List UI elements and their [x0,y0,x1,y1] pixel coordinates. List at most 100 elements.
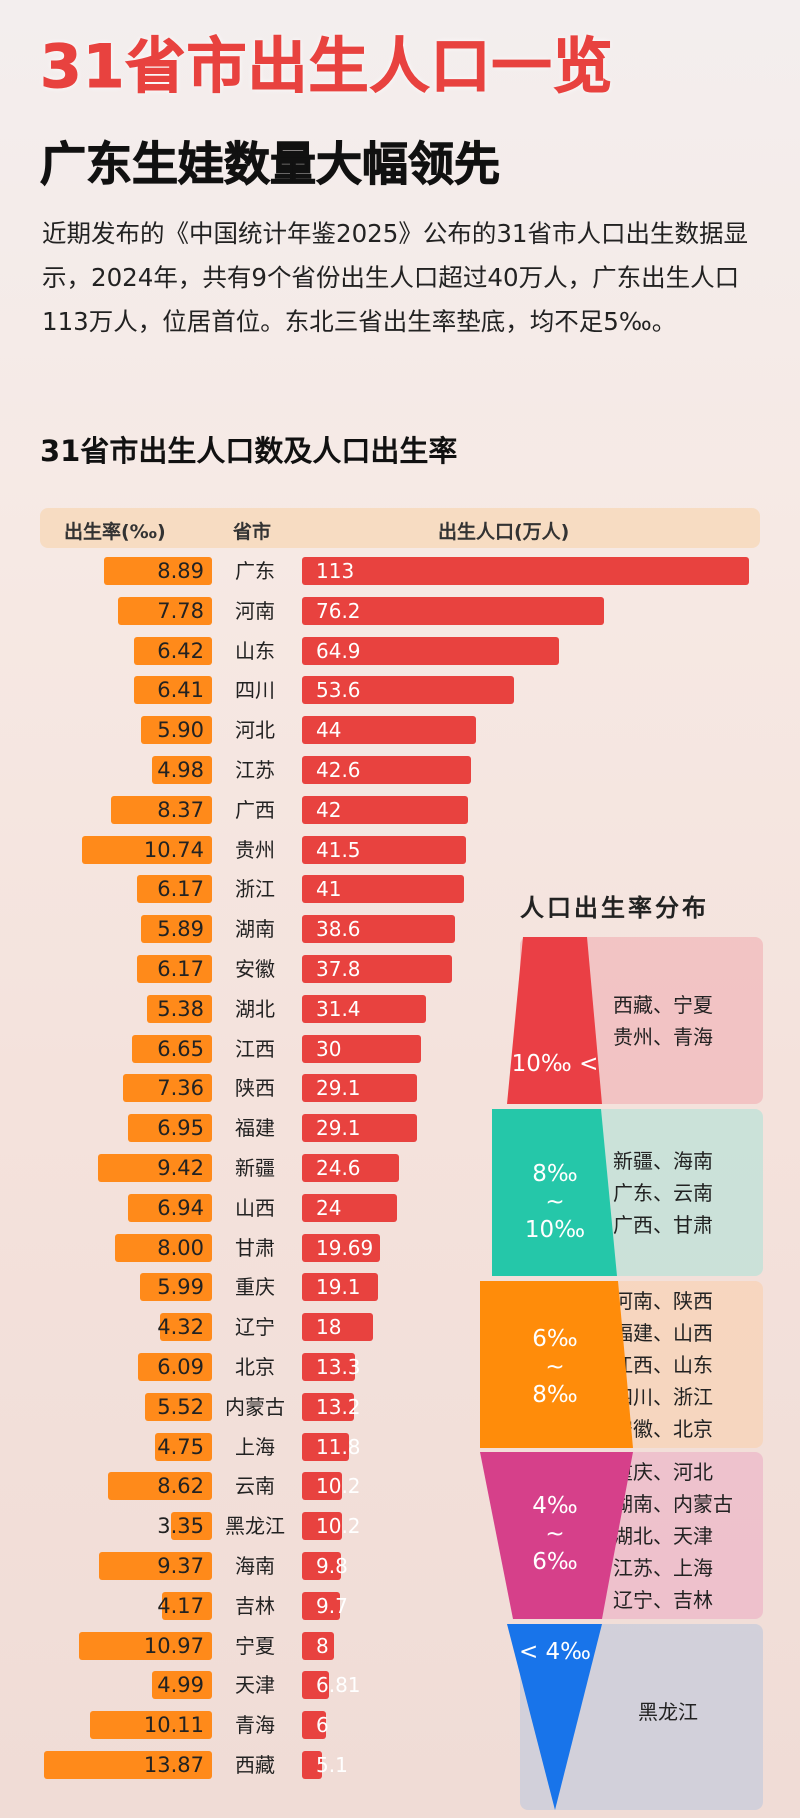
funnel-province-line: 新疆、海南 [613,1148,713,1173]
population-value: 30 [316,1036,342,1061]
rate-value: 3.35 [157,1514,204,1539]
funnel-segment-label: < 4‰ [518,1639,592,1665]
page-title: 31省市出生人口一览 [40,32,614,103]
rate-value: 8.00 [157,1235,204,1260]
rate-bar [154,1432,212,1461]
population-value: 42.6 [316,758,361,782]
rate-bar [138,1353,212,1381]
province-label: 重庆 [235,1275,275,1300]
population-bar [302,1074,418,1103]
population-value: 113 [316,559,355,583]
rate-bar [140,716,212,745]
province-label: 广东 [235,559,275,583]
population-value: 29.1 [316,1116,361,1141]
province-label: 浙江 [235,877,275,902]
population-bar [302,1631,334,1660]
rate-value: 5.52 [157,1394,204,1419]
rate-value: 4.17 [157,1593,204,1618]
funnel-province-line: 江苏、上海 [613,1555,713,1580]
rate-value: 6.95 [157,1116,204,1141]
funnel-segment [480,1281,633,1448]
rate-bar [137,955,212,983]
population-value: 6 [316,1713,329,1738]
rate-bar [82,835,212,864]
population-bar [302,955,452,983]
population-bar [302,994,427,1023]
funnel-segment-label: 10‰ < [511,1051,599,1077]
rate-value: 10.11 [143,1713,204,1738]
population-value: 10.2 [316,1514,361,1539]
rate-value: 6.09 [157,1355,204,1379]
funnel-province-line: 江西、山东 [613,1352,713,1377]
funnel-province-line: 广西、甘肃 [613,1212,713,1237]
rate-bar [134,636,212,665]
rate-bar [151,1671,212,1700]
rate-bar [131,1034,212,1063]
population-value: 10.2 [316,1474,361,1499]
rate-bar [140,915,212,944]
rate-bar [127,1114,212,1143]
page-subtitle: 广东生娃数量大幅领先 [40,137,501,192]
population-bar [302,596,604,625]
header-rate: 出生率(‰) [64,521,166,543]
population-bar [302,1671,329,1700]
rate-value: 4.98 [157,758,204,782]
population-bar [302,1512,343,1541]
population-value: 64.9 [316,638,361,663]
rate-value: 4.75 [157,1434,204,1459]
province-label: 江苏 [235,758,275,782]
population-value: 8 [316,1633,329,1658]
rate-bar [98,1154,212,1182]
funnel-province-line: 湖北、天津 [613,1523,713,1548]
province-label: 安徽 [235,957,275,981]
chart-title: 31省市出生人口数及人口出生率 [40,434,458,468]
population-bar [302,557,750,585]
population-value: 18 [316,1315,342,1340]
rate-value: 5.99 [157,1275,204,1300]
province-label: 山东 [235,638,275,663]
province-label: 黑龙江 [225,1514,285,1539]
rate-value: 5.38 [157,996,204,1021]
funnel-segment-label: 8‰ ~ 10‰ [524,1161,586,1243]
population-value: 19.69 [316,1235,374,1260]
province-label: 青海 [235,1713,275,1738]
province-label: 甘肃 [235,1235,275,1260]
population-value: 9.7 [316,1593,348,1618]
funnel-province-line: 福建、山西 [613,1320,713,1345]
province-label: 江西 [235,1036,275,1061]
population-bar [302,1552,341,1580]
population-bar [302,915,455,944]
rate-bar [134,676,212,705]
population-value: 76.2 [316,598,361,623]
province-label: 天津 [235,1673,275,1698]
province-label: 宁夏 [235,1633,275,1658]
province-label: 北京 [235,1355,275,1379]
province-label: 新疆 [235,1156,275,1180]
population-bar [302,756,471,784]
rate-value: 10.97 [143,1633,204,1658]
province-label: 湖北 [235,996,275,1021]
population-value: 13.2 [316,1394,361,1419]
population-bar [302,636,559,665]
population-value: 6.81 [316,1673,361,1698]
funnel-province-line: 西藏、宁夏 [613,992,713,1017]
population-bar [302,1711,326,1740]
rate-value: 6.41 [157,678,204,703]
population-value: 42 [316,797,342,822]
intro-paragraph: 近期发布的《中国统计年鉴2025》公布的31省市人口出生数据显示，2024年，共… [42,219,749,336]
province-label: 云南 [235,1474,275,1499]
province-label: 湖南 [235,917,275,942]
population-bar [302,676,515,705]
population-value: 5.1 [316,1753,348,1777]
rate-value: 7.78 [157,598,204,623]
rate-bar [171,1512,212,1541]
rate-bar [161,1591,212,1620]
population-value: 41.5 [316,837,361,862]
rate-value: 6.17 [157,877,204,902]
funnel-segment-label: 4‰ ~ 6‰ [532,1493,578,1575]
province-label: 陕西 [235,1076,275,1101]
rate-bar [128,1193,212,1222]
rate-bar [146,994,212,1023]
province-label: 四川 [235,678,275,703]
population-value: 29.1 [316,1076,361,1101]
